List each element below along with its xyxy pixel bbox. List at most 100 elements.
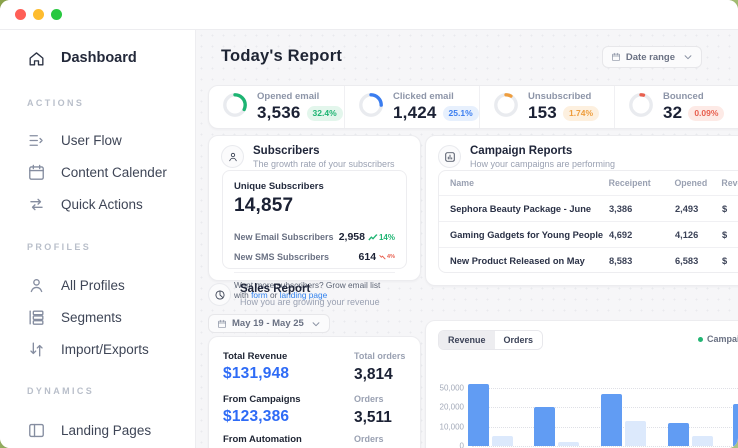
campaign-name: Gaming Gadgets for Young People	[450, 229, 604, 240]
stat-rate-badge: 0.09%	[688, 105, 725, 121]
stat-clicked-email: Clicked email 1,424 25.1%	[344, 86, 479, 128]
sales-period-label: May 19 - May 25	[232, 318, 304, 329]
campaign-revenue: $	[722, 203, 728, 214]
sidebar-item-label: Content Calender	[61, 164, 167, 180]
chart-legend: Campaigns	[698, 334, 738, 344]
sidebar-section-label: ACTIONS	[27, 98, 85, 108]
unique-subscribers-value: 14,857	[234, 195, 294, 216]
bar-campaigns[interactable]	[668, 422, 689, 446]
revenue-summary-card: Total Revenue Total orders $131,948 3,814 Fr…	[208, 336, 421, 448]
bar-secondary[interactable]	[558, 442, 579, 446]
y-axis-tick: 0	[459, 441, 464, 448]
subscriber-row-label: New Email Subscribers	[234, 232, 334, 242]
column-header-recipient: Receipent	[608, 178, 651, 188]
progress-ring-icon	[628, 92, 654, 123]
sidebar-item-label: All Profiles	[61, 277, 125, 293]
campaign-opened: 2,493	[675, 203, 699, 214]
revenue-amount: $131,948	[223, 365, 290, 382]
unique-subscribers-card: Unique Subscribers 14,857 New Email Subs…	[222, 170, 407, 300]
orders-row-label: Total orders	[354, 351, 406, 361]
bar-campaigns[interactable]	[733, 403, 738, 446]
stat-label: Unsubscribed	[528, 91, 592, 102]
stat-text: Bounced 32 0.09%	[663, 91, 725, 123]
subscriber-row-value: 614 4%	[359, 251, 395, 263]
stat-unsubscribed: Unsubscribed 153 1.74%	[479, 86, 614, 128]
date-range-button[interactable]: Date range	[601, 46, 702, 68]
sidebar-item-label: Quick Actions	[61, 196, 143, 212]
person-icon	[27, 276, 46, 295]
bar-secondary[interactable]	[625, 420, 646, 446]
sidebar-item-user-flow[interactable]: User Flow	[0, 128, 195, 152]
maximize-window-button[interactable]	[51, 9, 62, 20]
sidebar-item-landing-pages[interactable]: Landing Pages	[0, 418, 195, 442]
sidebar-item-all-profiles[interactable]: All Profiles	[0, 273, 195, 297]
bar-campaigns[interactable]	[468, 383, 489, 446]
chart-tab-revenue[interactable]: Revenue	[439, 331, 495, 349]
import-export-icon	[27, 340, 46, 359]
sidebar-section-label: PROFILES	[27, 242, 92, 252]
progress-ring-icon	[493, 92, 519, 123]
campaign-table-row[interactable]: New Product Released on May 8,583 6,583 $	[439, 247, 738, 272]
segments-icon	[27, 308, 46, 327]
campaign-recipient: 3,386	[609, 203, 633, 214]
sidebar-item-import-exports[interactable]: Import/Exports	[0, 337, 195, 361]
sidebar-item-label: Segments	[61, 309, 122, 325]
stat-opened-email: Opened email 3,536 32.4%	[209, 86, 344, 128]
subscriber-row: New SMS Subscribers 614 4%	[234, 251, 395, 263]
stat-rate-badge: 32.4%	[306, 105, 343, 121]
chart-tab-orders[interactable]: Orders	[494, 331, 543, 349]
bar-campaigns[interactable]	[601, 394, 622, 446]
campaign-reports-icon	[438, 145, 461, 168]
stat-rate-badge: 1.74%	[562, 105, 600, 121]
sidebar-item-label: User Flow	[61, 132, 122, 148]
sales-report-subtitle: How you are growing your revenue	[240, 297, 380, 307]
stat-label: Clicked email	[393, 91, 454, 102]
campaign-name: Sephora Beauty Package - June	[450, 203, 592, 214]
column-header-opened: Opened	[674, 178, 708, 188]
stat-value: 1,424	[393, 103, 437, 122]
trend-up-icon: 14%	[368, 233, 395, 242]
sidebar-item-content-calender[interactable]: Content Calender	[0, 160, 195, 184]
sales-report-icon	[208, 283, 231, 306]
orders-count: 3,814	[354, 366, 393, 383]
revenue-row-label: Total Revenue	[223, 351, 288, 362]
landing-page-link[interactable]: landing page	[279, 290, 328, 300]
campaigns-table: Name Receipent Opened Revenue Sephora Beauty…	[438, 170, 738, 273]
bar-secondary[interactable]	[692, 436, 713, 446]
stat-label: Bounced	[663, 91, 704, 102]
sales-period-select[interactable]: May 19 - May 25	[208, 314, 330, 333]
column-header-revenue: Revenue	[721, 178, 738, 188]
stat-text: Clicked email 1,424 25.1%	[393, 91, 479, 123]
grow-list-note: Want more subscribers? Grow email list w…	[234, 272, 395, 300]
sidebar-item-dashboard[interactable]: Dashboard	[0, 46, 195, 70]
subscriber-count: 2,958	[338, 231, 365, 243]
campaign-table-row[interactable]: Sephora Beauty Package - June 3,386 2,493 $	[439, 195, 738, 221]
sidebar-item-segments[interactable]: Segments	[0, 305, 195, 329]
layout-icon	[27, 421, 46, 440]
subscribers-subtitle: The growth rate of your subscribers	[253, 159, 395, 169]
chevron-down-icon	[311, 319, 321, 329]
subscribers-icon	[221, 145, 244, 168]
sidebar-item-quick-actions[interactable]: Quick Actions	[0, 192, 195, 216]
campaign-opened: 4,126	[675, 229, 699, 240]
quick-actions-icon	[27, 195, 46, 214]
chevron-down-icon	[683, 52, 693, 62]
campaign-opened: 6,583	[675, 255, 699, 266]
unique-subscribers-label: Unique Subscribers	[234, 181, 324, 192]
bar-secondary[interactable]	[492, 436, 513, 446]
stat-value: 3,536	[257, 103, 301, 122]
campaign-table-row[interactable]: Gaming Gadgets for Young People 4,692 4,12…	[439, 221, 738, 247]
sidebar-section-label: DYNAMICS	[27, 386, 95, 396]
date-range-label: Date range	[625, 51, 675, 63]
sales-report-title: Sales Report	[240, 283, 311, 295]
subscriber-row: New Email Subscribers 2,958 14%	[234, 231, 395, 243]
sidebar: Dashboard ACTIONS User Flow Content Calend…	[0, 30, 196, 448]
close-window-button[interactable]	[15, 9, 26, 20]
form-link[interactable]: form	[251, 290, 268, 300]
stat-value: 32	[663, 103, 683, 122]
subscriber-count: 614	[358, 251, 377, 263]
flow-icon	[27, 131, 46, 150]
minimize-window-button[interactable]	[33, 9, 44, 20]
trend-down-icon: 4%	[379, 254, 395, 260]
bar-campaigns[interactable]	[534, 407, 555, 446]
